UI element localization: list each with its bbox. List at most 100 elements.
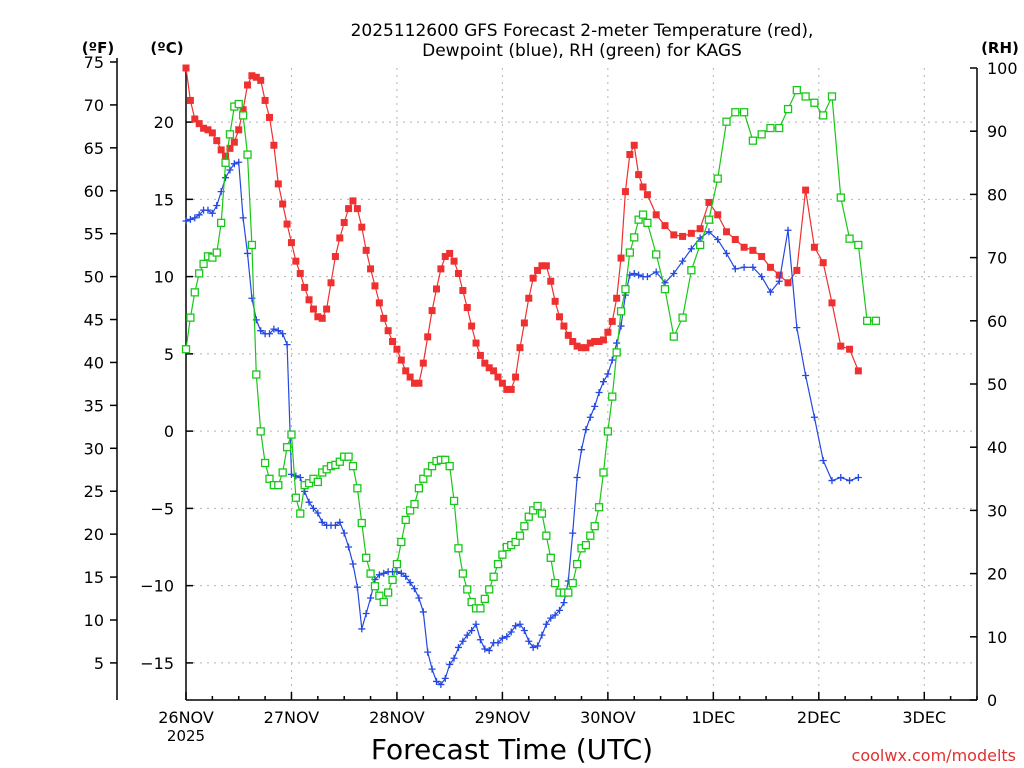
temperature-point: [200, 124, 208, 132]
temperature-point: [775, 271, 783, 279]
rh-point: [243, 150, 252, 159]
rh-point: [586, 531, 595, 540]
rh-point: [529, 506, 538, 515]
x-tick-label: 3DEC: [902, 708, 946, 727]
temperature-point: [784, 279, 792, 287]
temperature-point: [331, 253, 339, 261]
rh-point: [212, 248, 221, 257]
rh-point: [739, 108, 749, 117]
temperature-point: [837, 342, 845, 350]
temperature-point: [274, 180, 282, 188]
temperature-point: [520, 319, 528, 327]
rh-point: [362, 553, 371, 562]
dewpoint-point: [432, 677, 440, 685]
dewpoint-point: [652, 268, 660, 276]
temperature-point: [819, 259, 827, 267]
rh-point: [630, 233, 639, 242]
temperature-point: [411, 379, 419, 387]
x-tick-label: 1DEC: [691, 708, 735, 727]
dewpoint-point: [731, 265, 739, 273]
rh-tick-label: 60: [987, 312, 1007, 331]
dewpoint-point: [582, 426, 590, 434]
dewpoint-point: [802, 372, 810, 380]
temperature-point: [652, 211, 660, 219]
temperature-point: [235, 126, 243, 134]
rh-point: [603, 427, 613, 436]
rh-point: [278, 468, 287, 477]
dewpoint-point: [468, 626, 476, 634]
temperature-point: [626, 151, 634, 159]
fahrenheit-unit-label: (ºF): [82, 39, 114, 57]
celsius-tick-label: −10: [140, 577, 174, 596]
rh-point: [638, 210, 648, 219]
temperature-point: [323, 305, 331, 313]
rh-point: [304, 479, 314, 488]
temperature-point: [551, 297, 559, 305]
temperature-point: [547, 277, 555, 285]
temperature-point: [265, 113, 273, 121]
dewpoint-point: [846, 477, 854, 485]
rh-point: [845, 234, 854, 243]
dewpoint-point: [538, 631, 546, 639]
temperature-point: [314, 313, 322, 321]
temperature-point: [802, 186, 810, 194]
rh-point: [379, 597, 388, 607]
temperature-point: [327, 279, 335, 287]
dewpoint-point: [415, 594, 423, 602]
temperature-point: [393, 345, 401, 353]
temperature-point: [635, 171, 643, 179]
temperature-point: [766, 263, 774, 271]
rh-point: [669, 332, 678, 341]
rh-point: [225, 130, 235, 139]
fahrenheit-tick-label: 30: [84, 439, 104, 458]
temperature-point: [854, 367, 862, 375]
rh-point: [493, 559, 503, 569]
dewpoint-point: [204, 206, 212, 214]
temperature-point: [621, 188, 629, 196]
dewpoint-point: [279, 330, 287, 338]
temperature-point: [424, 333, 432, 341]
dewpoint-point: [274, 327, 282, 335]
dewpoint-point: [476, 636, 484, 644]
rh-point: [581, 541, 591, 550]
temperature-point: [186, 96, 194, 104]
rh-point: [594, 503, 604, 512]
dewpoint-point: [723, 249, 731, 257]
dewpoint-point: [257, 327, 265, 335]
rh-point: [515, 531, 525, 540]
temperature-point: [525, 294, 533, 302]
temperature-point: [222, 152, 230, 160]
rh-point: [348, 462, 358, 471]
dewpoint-point: [481, 645, 489, 653]
temperature-point: [415, 379, 423, 387]
rh-point: [542, 531, 551, 540]
temperature-point: [432, 285, 440, 293]
temperature-point: [358, 223, 366, 231]
dewpoint-point: [424, 648, 432, 656]
temperature-point: [569, 338, 577, 346]
rh-point: [871, 316, 881, 325]
rh-point: [217, 218, 226, 227]
rh-point: [757, 130, 766, 139]
rh-point: [375, 591, 384, 600]
temperature-point: [459, 287, 467, 295]
temperature-point: [599, 336, 607, 344]
temperature-point: [687, 229, 695, 237]
credit-link[interactable]: coolwx.com/modelts: [852, 746, 1016, 765]
temperature-point: [472, 339, 480, 347]
fahrenheit-tick-label: 60: [84, 182, 104, 201]
dewpoint-point: [635, 271, 643, 279]
dewpoint-point: [599, 378, 607, 386]
rh-point: [181, 345, 191, 354]
dewpoint-point: [679, 257, 687, 265]
dewpoint-point: [345, 543, 353, 551]
dewpoint-point: [837, 473, 845, 481]
temperature-point: [362, 246, 370, 254]
rh-point: [480, 594, 489, 604]
dewpoint-point: [784, 226, 792, 234]
temperature-point: [345, 205, 353, 213]
celsius-tick-label: 20: [154, 113, 174, 132]
dewpoint-point: [613, 339, 621, 347]
dewpoint-point: [556, 606, 564, 614]
temperature-point: [560, 322, 568, 330]
